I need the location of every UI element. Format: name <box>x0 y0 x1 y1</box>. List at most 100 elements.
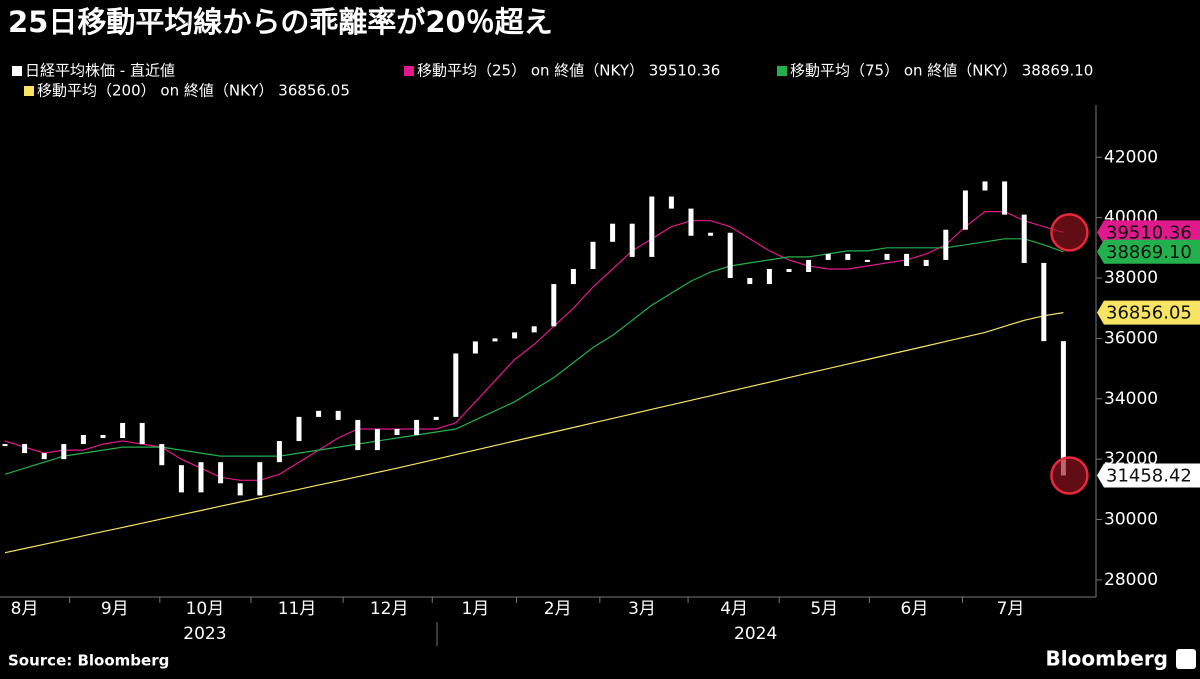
ma-line <box>4 238 1064 475</box>
candle <box>394 428 400 436</box>
legend-swatch <box>404 66 414 76</box>
candle <box>178 465 184 493</box>
candle <box>80 435 86 445</box>
x-tick-label: 8月 <box>11 599 39 619</box>
candle <box>374 428 380 451</box>
price-tag-label: 31458.42 <box>1106 466 1192 487</box>
y-tick-label: 28000 <box>1104 570 1158 590</box>
legend-swatch <box>12 66 22 76</box>
candle <box>982 181 988 191</box>
candle <box>512 332 518 339</box>
candle <box>198 462 204 493</box>
candle <box>688 208 694 236</box>
x-tick-label: 1月 <box>461 599 489 619</box>
price-tag-label: 38869.10 <box>1106 242 1192 263</box>
legend-label: 日経平均株価 - 直近値 <box>25 62 175 80</box>
candle <box>316 410 322 417</box>
price-tag <box>1097 463 1200 488</box>
candle <box>845 253 851 260</box>
candle <box>1060 341 1066 476</box>
candle <box>766 268 772 285</box>
candle <box>531 326 537 333</box>
candle <box>453 353 459 417</box>
candle <box>22 444 28 454</box>
y-tick-label: 36000 <box>1104 328 1158 348</box>
candle <box>237 483 243 496</box>
highlight-circle <box>1050 456 1089 495</box>
candle <box>1041 262 1047 342</box>
legend-label: 移動平均（75） on 終値（NKY） 38869.10 <box>790 62 1093 80</box>
candle <box>962 190 968 230</box>
brand-icon <box>1176 649 1196 669</box>
legend-label: 移動平均（200） on 終値（NKY） 36856.05 <box>37 82 350 100</box>
price-tag <box>1097 239 1200 264</box>
candle <box>472 341 478 354</box>
x-tick-label: 9月 <box>101 599 129 619</box>
candle <box>355 419 361 451</box>
candle <box>806 259 812 272</box>
x-tick-label: 4月 <box>720 599 748 619</box>
candle <box>786 268 792 272</box>
x-group-label: 2023 <box>183 624 226 644</box>
candle <box>492 338 498 342</box>
y-tick-label: 30000 <box>1104 510 1158 530</box>
candle <box>257 462 263 496</box>
ma-line <box>4 312 1064 554</box>
candle <box>864 259 870 262</box>
candle <box>296 416 302 442</box>
x-tick-label: 6月 <box>901 599 929 619</box>
x-tick-label: 3月 <box>628 599 656 619</box>
candle <box>139 422 145 445</box>
candle <box>2 444 8 447</box>
candle <box>825 253 831 260</box>
y-tick-label: 34000 <box>1104 389 1158 409</box>
y-tick-label: 38000 <box>1104 268 1158 288</box>
price-tag <box>1097 300 1200 325</box>
chart-title: 25日移動平均線からの乖離率が20％超え <box>8 5 553 39</box>
candle <box>668 196 674 209</box>
candle <box>335 410 341 420</box>
x-tick-label: 10月 <box>186 599 225 619</box>
candle <box>551 284 557 327</box>
candle <box>159 444 165 466</box>
x-tick-label: 11月 <box>278 599 317 619</box>
x-tick-label: 12月 <box>370 599 409 619</box>
candle <box>727 232 733 279</box>
legend-label: 移動平均（25） on 終値（NKY） 39510.36 <box>417 62 720 80</box>
candle <box>904 253 910 266</box>
candle <box>570 268 576 285</box>
candle <box>414 419 420 436</box>
legend-swatch <box>24 86 34 96</box>
legend-swatch <box>777 66 787 76</box>
candle <box>433 416 439 420</box>
candle <box>120 422 126 439</box>
price-tag-label: 36856.05 <box>1106 303 1192 324</box>
candle <box>1002 181 1008 215</box>
candle <box>629 223 635 257</box>
candle <box>610 223 616 242</box>
highlight-circle <box>1050 213 1089 252</box>
brand-logo: Bloomberg <box>1046 647 1168 671</box>
candle <box>218 462 224 484</box>
candle <box>61 444 67 460</box>
candle <box>590 241 596 269</box>
candle <box>708 232 714 236</box>
candle <box>649 196 655 257</box>
candle <box>943 229 949 260</box>
candle <box>100 435 106 439</box>
x-tick-label: 5月 <box>810 599 838 619</box>
x-tick-label: 2月 <box>544 599 572 619</box>
candle <box>41 453 47 460</box>
y-tick-label: 42000 <box>1104 147 1158 167</box>
source: Source: Bloomberg <box>8 652 169 670</box>
candle <box>884 253 890 260</box>
candle <box>923 259 929 266</box>
price-tag-label: 39510.36 <box>1106 222 1192 243</box>
candle <box>1021 214 1027 263</box>
candle <box>747 278 753 285</box>
candle <box>276 441 282 463</box>
x-group-label: 2024 <box>734 624 777 644</box>
